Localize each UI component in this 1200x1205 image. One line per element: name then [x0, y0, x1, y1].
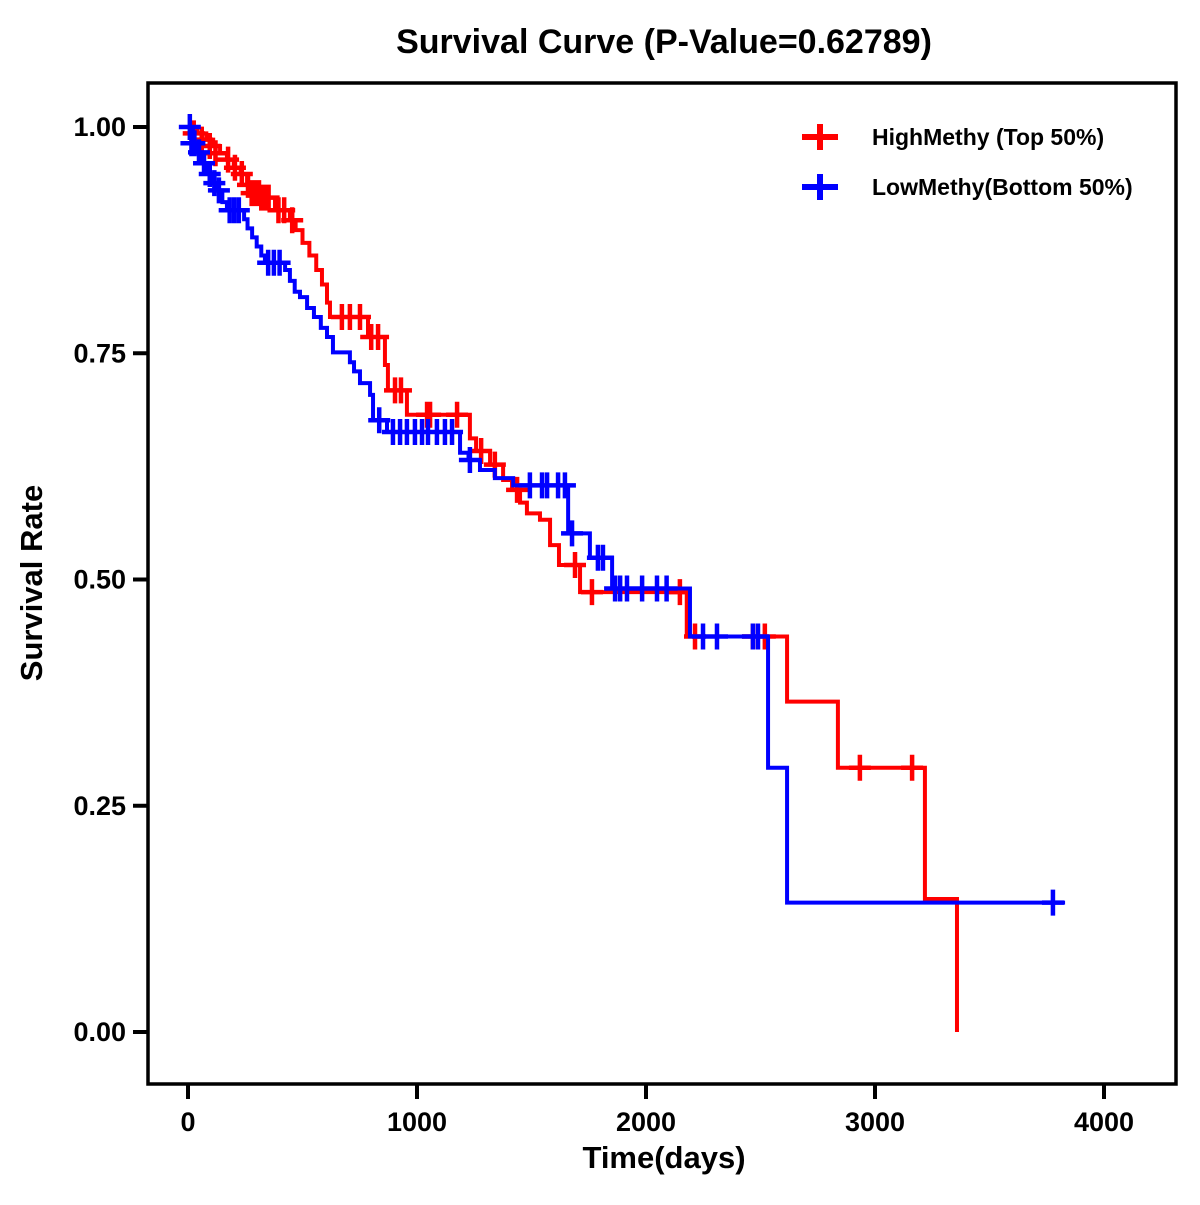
y-tick-label: 0.50	[73, 565, 126, 595]
legend: HighMethy (Top 50%) LowMethy(Bottom 50%)	[802, 124, 1133, 200]
plus-icon	[802, 124, 838, 150]
lowmethy-curve-group	[178, 114, 1066, 916]
legend-item-lowmethy: LowMethy(Bottom 50%)	[802, 174, 1133, 200]
x-axis-ticks: 0 1000 2000 3000 4000	[180, 1084, 1134, 1137]
x-axis-label: Time(days)	[582, 1140, 745, 1175]
y-tick-label: 1.00	[73, 112, 126, 142]
x-tick-label: 0	[180, 1107, 195, 1137]
y-axis-label: Survival Rate	[14, 485, 49, 681]
legend-item-highmethy: HighMethy (Top 50%)	[802, 124, 1104, 150]
x-tick-label: 1000	[387, 1107, 447, 1137]
censor-plus-marks	[182, 120, 924, 781]
survival-step-curve	[188, 125, 1066, 905]
y-tick-label: 0.75	[73, 338, 126, 368]
highmethy-curve-group	[182, 120, 959, 1032]
curves-layer	[178, 114, 1066, 1032]
y-tick-label: 0.25	[73, 791, 126, 821]
legend-label-highmethy: HighMethy (Top 50%)	[872, 124, 1104, 150]
legend-label-lowmethy: LowMethy(Bottom 50%)	[872, 174, 1133, 200]
survival-step-curve	[188, 125, 959, 1032]
x-tick-label: 4000	[1074, 1107, 1134, 1137]
plot-area-border	[146, 81, 1178, 1086]
x-tick-label: 3000	[845, 1107, 905, 1137]
plus-icon	[802, 174, 838, 200]
y-tick-label: 0.00	[73, 1017, 126, 1047]
x-tick-label: 2000	[616, 1107, 676, 1137]
y-axis-ticks: 0.00 0.25 0.50 0.75 1.00	[73, 112, 148, 1047]
chart-title: Survival Curve (P-Value=0.62789)	[396, 23, 932, 61]
censor-plus-marks	[178, 114, 1064, 916]
